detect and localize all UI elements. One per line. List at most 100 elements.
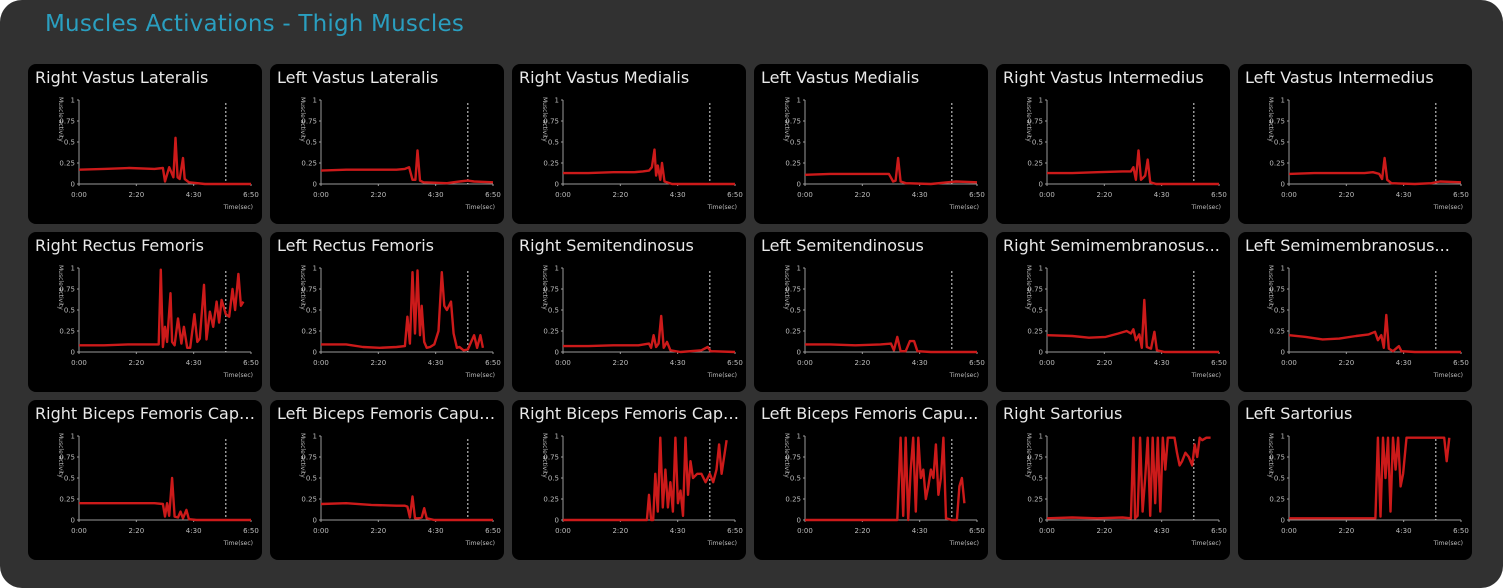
x-tick-label: 2:20 (1338, 527, 1354, 535)
y-tick-label: 1 (1281, 97, 1285, 105)
y-tick-label: 0 (71, 181, 75, 189)
x-axis-label: Time(sec) (1191, 540, 1221, 547)
chart-card: Right Biceps Femoris Capu... 0 0.25 0.5 0.75… (512, 400, 746, 560)
line-chart: 0 0.25 0.5 0.75 1 0:00 2:20 4:30 6:50 Muscle acti… (541, 265, 743, 380)
x-tick-label: 6:50 (1453, 359, 1469, 367)
x-tick-label: 2:20 (612, 527, 628, 535)
x-tick-label: 6:50 (243, 191, 259, 199)
y-tick-label: 0.5 (306, 307, 317, 315)
y-tick-label: 0.5 (790, 475, 801, 483)
x-tick-label: 2:20 (128, 191, 144, 199)
y-tick-label: 0 (1281, 181, 1285, 189)
x-tick-label: 0:00 (313, 191, 329, 199)
x-tick-label: 6:50 (1211, 359, 1227, 367)
y-tick-label: 0.75 (1269, 454, 1285, 462)
x-tick-label: 0:00 (1039, 359, 1055, 367)
x-tick-label: 0:00 (1281, 191, 1297, 199)
x-tick-label: 0:00 (71, 191, 87, 199)
x-axis-label: Time(sec) (949, 204, 979, 211)
activity-series-line (1289, 436, 1451, 520)
y-tick-label: 0.5 (1032, 307, 1043, 315)
line-chart: 0 0.25 0.5 0.75 1 0:00 2:20 4:30 6:50 Muscle acti… (783, 265, 985, 380)
y-tick-label: 0.75 (1027, 454, 1043, 462)
x-tick-label: 4:30 (428, 191, 444, 199)
y-tick-label: 0.75 (59, 118, 75, 126)
page-title: Muscles Activations - Thigh Muscles (45, 11, 465, 37)
y-tick-label: 0 (1039, 181, 1043, 189)
y-tick-label: 1 (71, 265, 75, 273)
x-axis-label: Time(sec) (1191, 204, 1221, 211)
y-axis-label: Muscle activity (541, 433, 548, 478)
x-tick-label: 4:30 (1154, 191, 1170, 199)
activity-series-line (321, 269, 485, 352)
chart-card: Left Semimembranosus... 0 0.25 0.5 0.75 1 0:00… (1238, 232, 1472, 392)
y-axis-label: Muscle activity (1267, 433, 1274, 478)
x-tick-label: 4:30 (186, 191, 202, 199)
activity-series-line (563, 436, 728, 522)
x-tick-label: 0:00 (555, 359, 571, 367)
y-tick-label: 0.75 (543, 286, 559, 294)
x-tick-label: 4:30 (1154, 527, 1170, 535)
x-tick-label: 6:50 (727, 191, 743, 199)
x-tick-label: 6:50 (243, 359, 259, 367)
y-tick-label: 0.5 (790, 139, 801, 147)
y-tick-label: 0.75 (301, 286, 317, 294)
line-chart: 0 0.25 0.5 0.75 1 0:00 2:20 4:30 6:50 Muscle acti… (783, 97, 985, 212)
chart-card: Left Sartorius 0 0.25 0.5 0.75 1 0:00 2:20 4:30 6… (1238, 400, 1472, 560)
y-tick-label: 1 (71, 433, 75, 441)
y-tick-label: 0 (71, 349, 75, 357)
y-axis-label: Muscle activity (299, 97, 306, 142)
y-tick-label: 0.25 (543, 160, 559, 168)
x-tick-label: 4:30 (186, 359, 202, 367)
chart-card: Right Biceps Femoris Capu... 0 0.25 0.5 0.75… (28, 400, 262, 560)
line-chart: 0 0.25 0.5 0.75 1 0:00 2:20 4:30 6:50 Muscle acti… (1025, 265, 1227, 380)
line-chart: 0 0.25 0.5 0.75 1 0:00 2:20 4:30 6:50 Muscle acti… (1267, 265, 1469, 380)
activity-series-line (1288, 156, 1462, 186)
y-tick-label: 0.25 (1269, 160, 1285, 168)
y-axis-label: Muscle activity (541, 265, 548, 310)
x-tick-label: 2:20 (1096, 359, 1112, 367)
x-tick-label: 2:20 (370, 191, 386, 199)
y-tick-label: 1 (555, 433, 559, 441)
line-chart: 0 0.25 0.5 0.75 1 0:00 2:20 4:30 6:50 Muscle acti… (299, 433, 501, 548)
y-tick-label: 0.75 (543, 454, 559, 462)
x-axis-label: Time(sec) (465, 540, 495, 547)
x-axis-label: Time(sec) (223, 540, 253, 547)
y-tick-label: 0.75 (785, 454, 801, 462)
chart-card: Left Vastus Medialis 0 0.25 0.5 0.75 1 0:00 2:2… (754, 64, 988, 224)
y-axis-label: Muscle activity (1025, 265, 1032, 310)
line-chart: 0 0.25 0.5 0.75 1 0:00 2:20 4:30 6:50 Muscle acti… (1025, 97, 1227, 212)
activity-series-line (320, 149, 494, 185)
x-tick-label: 2:20 (854, 527, 870, 535)
x-tick-label: 2:20 (1338, 191, 1354, 199)
x-axis-label: Time(sec) (1433, 372, 1463, 379)
y-axis-label: Muscle activity (57, 97, 64, 142)
line-chart: 0 0.25 0.5 0.75 1 0:00 2:20 4:30 6:50 Muscle acti… (1025, 433, 1227, 548)
x-tick-label: 0:00 (1039, 527, 1055, 535)
x-tick-label: 2:20 (854, 359, 870, 367)
y-tick-label: 0.25 (785, 160, 801, 168)
x-tick-label: 2:20 (128, 359, 144, 367)
y-tick-label: 0.5 (548, 475, 559, 483)
activity-series-line (804, 156, 978, 186)
chart-card: Right Semimembranosus... 0 0.25 0.5 0.75 1 0:0… (996, 232, 1230, 392)
x-tick-label: 4:30 (912, 359, 928, 367)
x-tick-label: 0:00 (797, 191, 813, 199)
activity-series-line (1046, 436, 1211, 520)
y-tick-label: 0.25 (301, 496, 317, 504)
x-tick-label: 0:00 (71, 359, 87, 367)
x-tick-label: 4:30 (1396, 359, 1412, 367)
chart-card: Right Vastus Medialis 0 0.25 0.5 0.75 1 0:00 2:… (512, 64, 746, 224)
line-chart: 0 0.25 0.5 0.75 1 0:00 2:20 4:30 6:50 Muscle acti… (783, 433, 985, 548)
y-tick-label: 0 (313, 181, 317, 189)
y-tick-label: 0.75 (1269, 286, 1285, 294)
x-tick-label: 2:20 (128, 527, 144, 535)
y-tick-label: 0.75 (1027, 118, 1043, 126)
x-tick-label: 6:50 (485, 527, 501, 535)
y-tick-label: 0.5 (1274, 307, 1285, 315)
x-axis-label: Time(sec) (223, 372, 253, 379)
y-tick-label: 0.25 (1027, 160, 1043, 168)
x-tick-label: 2:20 (370, 527, 386, 535)
y-tick-label: 0.5 (1032, 139, 1043, 147)
